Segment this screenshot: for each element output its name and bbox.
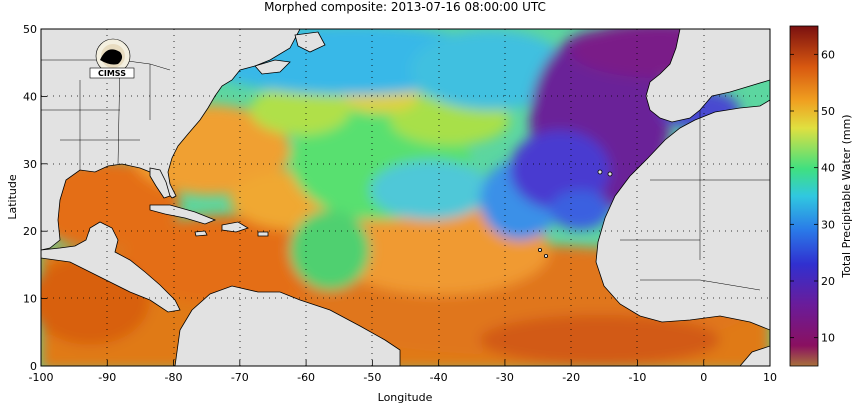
florida xyxy=(149,167,171,199)
newfoundland xyxy=(294,31,326,53)
borders xyxy=(41,59,770,291)
colorbar: 10 20 30 40 50 60 Total Precipitable Water (m… xyxy=(789,25,853,367)
europe xyxy=(645,29,770,123)
map-frame xyxy=(40,28,771,367)
colorbar-gradient xyxy=(789,25,819,367)
x-tick-label: -80 xyxy=(165,371,183,384)
cimss-logo: CIMSS xyxy=(89,38,135,79)
colorbar-ticks: 10 20 30 40 50 60 xyxy=(790,48,835,345)
x-tick-label: -20 xyxy=(562,371,580,384)
y-tick-label: 0 xyxy=(30,360,37,373)
x-tick-label: 0 xyxy=(700,371,707,384)
x-tick-label: -90 xyxy=(98,371,116,384)
africa xyxy=(595,99,770,331)
puerto-rico xyxy=(257,231,269,237)
x-tick-label: -70 xyxy=(231,371,249,384)
y-tick-label: 50 xyxy=(23,23,37,36)
jamaica xyxy=(194,230,208,237)
x-axis-label: Longitude xyxy=(378,391,433,404)
colorbar-tick-label: 20 xyxy=(821,275,835,288)
y-tick-label: 40 xyxy=(23,90,37,103)
x-axis: -100 -90 -80 -70 -60 -50 -40 -30 -20 -10 0 10 xyxy=(29,360,777,384)
x-tick-label: -50 xyxy=(363,371,381,384)
x-tick-label: -40 xyxy=(430,371,448,384)
land-masses xyxy=(41,29,770,366)
map-title: Morphed composite: 2013-07-16 08:00:00 U… xyxy=(264,0,546,14)
colorbar-label: Total Precipitable Water (mm) xyxy=(840,114,853,278)
north-america xyxy=(41,29,301,251)
y-tick-label: 30 xyxy=(23,158,37,171)
central-america xyxy=(41,221,181,313)
x-tick-label: -60 xyxy=(297,371,315,384)
colorbar-tick-label: 50 xyxy=(821,105,835,118)
x-tick-label: -10 xyxy=(628,371,646,384)
colorbar-tick-label: 40 xyxy=(821,162,835,175)
hispaniola xyxy=(221,221,249,233)
y-axis-label: Latitude xyxy=(6,174,19,220)
x-tick-label: -100 xyxy=(29,371,54,384)
south-america xyxy=(174,285,401,366)
west-africa-south xyxy=(739,345,770,366)
y-tick-label: 10 xyxy=(23,293,37,306)
cuba xyxy=(149,204,217,225)
y-tick-label: 20 xyxy=(23,225,37,238)
y-axis: 0 10 20 30 40 50 xyxy=(23,23,47,373)
graticule xyxy=(41,29,770,366)
x-tick-label: 10 xyxy=(763,371,777,384)
colorbar-tick-label: 10 xyxy=(821,332,835,345)
cimss-logo-text: CIMSS xyxy=(98,69,126,78)
nova-scotia xyxy=(254,59,291,75)
x-tick-label: -30 xyxy=(496,371,514,384)
colorbar-tick-label: 30 xyxy=(821,218,835,231)
colorbar-tick-label: 60 xyxy=(821,48,835,61)
